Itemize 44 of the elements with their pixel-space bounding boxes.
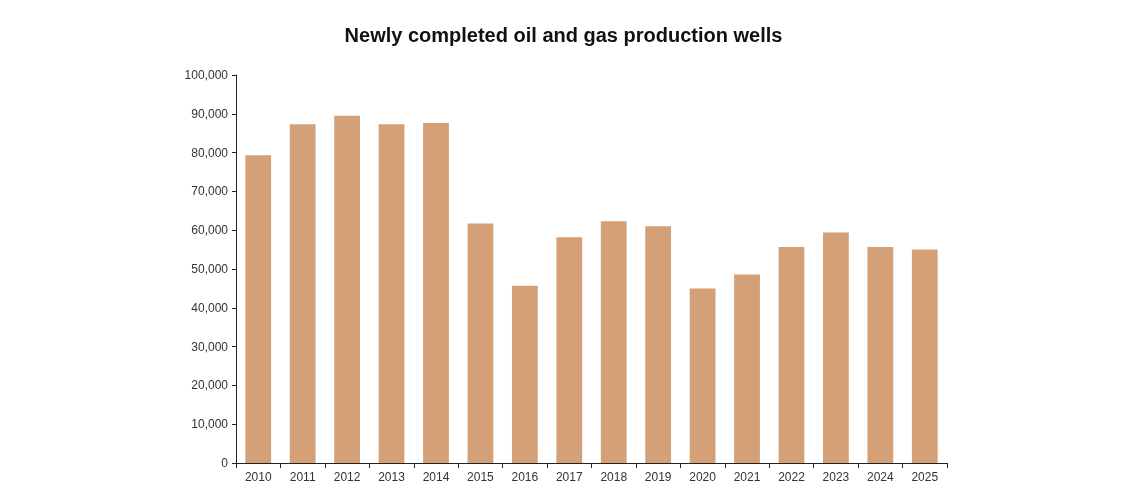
bar — [823, 232, 849, 463]
x-tick-label: 2017 — [555, 470, 583, 484]
bar — [600, 221, 627, 463]
y-tick-label: 100,000 — [184, 68, 229, 82]
y-tick-label: 80,000 — [191, 145, 229, 160]
x-tick-label: 2024 — [866, 470, 895, 484]
y-tick-label: 30,000 — [191, 339, 229, 354]
y-tick-label: 40,000 — [191, 300, 229, 315]
x-tick-label: 2014 — [422, 470, 450, 484]
bar — [778, 246, 805, 463]
bar — [511, 285, 538, 463]
x-tick-label: 2022 — [778, 470, 806, 484]
x-tick-label: 2011 — [289, 470, 316, 484]
y-tick-label: 10,000 — [191, 417, 229, 432]
x-tick-label: 2020 — [689, 470, 717, 484]
x-tick-label: 2012 — [333, 470, 361, 484]
x-tick-label: 2021 — [733, 470, 761, 484]
y-tick-label: 50,000 — [191, 262, 229, 276]
bar — [867, 246, 894, 463]
bar — [645, 226, 672, 463]
bar — [245, 155, 272, 463]
y-tick-label: 60,000 — [191, 223, 229, 238]
bar — [378, 124, 405, 463]
bar — [734, 274, 760, 463]
x-tick-label: 2019 — [644, 470, 672, 484]
x-tick-label: 2023 — [822, 470, 850, 484]
y-tick-label: 0 — [221, 456, 229, 470]
x-tick-label: 2015 — [467, 470, 495, 484]
bar — [911, 249, 938, 463]
x-tick-label: 2010 — [244, 470, 272, 484]
x-tick-label: 2013 — [378, 470, 406, 484]
x-tick-label: 2016 — [511, 470, 539, 484]
bar — [689, 288, 716, 463]
y-tick-label: 70,000 — [191, 184, 229, 199]
bar — [423, 123, 449, 463]
chart-title: Newly completed oil and gas production wells — [344, 24, 783, 46]
y-tick-label: 90,000 — [191, 106, 229, 121]
bar — [334, 115, 360, 463]
bar — [289, 124, 316, 463]
y-tick-label: 20,000 — [191, 378, 229, 393]
x-tick-label: 2025 — [911, 470, 939, 484]
bar — [467, 223, 494, 463]
bar — [556, 237, 583, 463]
x-tick-label: 2018 — [600, 470, 628, 484]
